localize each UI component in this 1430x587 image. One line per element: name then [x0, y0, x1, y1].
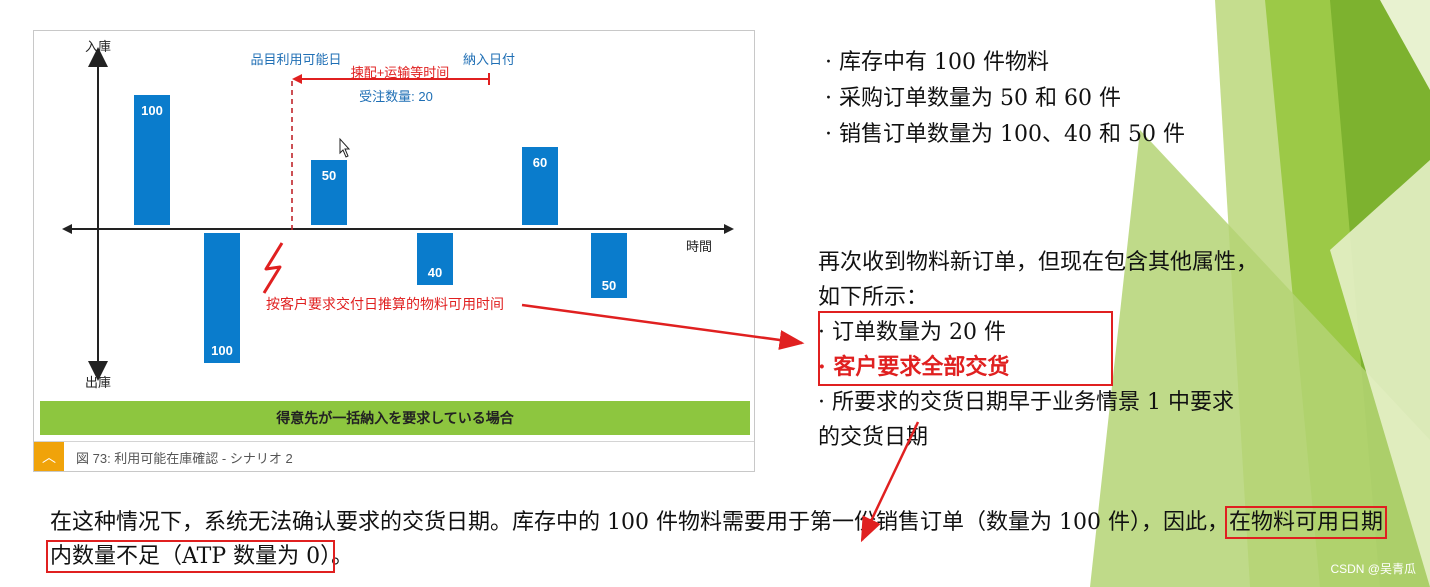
bar-label-5: 60	[533, 155, 547, 170]
new-order-intro-1: 再次收到物料新订单，但现在包含其他属性，	[818, 250, 1259, 275]
figure-panel: 入庫出庫 時間 100 100 50 40 60 50 品目利用可能日 納入日付 揀配+运输等时间受…	[33, 30, 755, 472]
delivery-date-item-1: · 所要求的交货日期早于业务情景 1 中要求	[818, 390, 1234, 415]
bar-1	[134, 95, 170, 225]
lightning-icon	[262, 242, 284, 294]
scenario-banner-text: 得意先が一括納入を要求している場合	[275, 410, 515, 426]
new-order-intro-2: 如下所示：	[818, 285, 929, 310]
figure-caption: 図 73: 利用可能在庫確認 - シナリオ 2	[76, 451, 293, 466]
bullet-purchase: · 采购订单数量为 50 和 60 件	[825, 86, 1121, 111]
order-qty-item: · 订单数量为 20 件	[818, 320, 1006, 345]
bar-6	[591, 233, 627, 298]
scenario-banner	[40, 401, 750, 435]
label-available-date: 品目利用可能日	[250, 52, 341, 67]
new-order-text: 再次收到物料新订单，但现在包含其他属性， 如下所示： · 订单数量为 20 件 …	[818, 245, 1398, 455]
bar-label-2: 100	[211, 343, 233, 358]
bar-label-1: 100	[141, 103, 163, 118]
watermark: CSDN @吴青瓜	[1330, 562, 1416, 576]
inventory-bullets: · 库存中有 100 件物料 · 采购订单数量为 50 和 60 件 · 销售订…	[825, 45, 1185, 153]
y-axis-label-bottom: 出庫	[85, 375, 111, 390]
label-delivery-date: 納入日付	[463, 52, 515, 67]
bar-label-3: 50	[322, 168, 336, 183]
x-axis-arrow-left	[62, 224, 72, 234]
conclusion-part-1: 在这种情况下，系统无法确认要求的交货日期。库存中的 100 件物料需要用于第一份…	[50, 510, 1229, 535]
bullet-sales: · 销售订单数量为 100、40 和 50 件	[825, 122, 1185, 147]
collapse-button[interactable]: ︿	[34, 442, 64, 471]
label-transit-time: 揀配+运输等时间	[351, 65, 450, 80]
y-axis-label-top: 入庫	[85, 39, 111, 54]
conclusion-text: 在这种情况下，系统无法确认要求的交货日期。库存中的 100 件物料需要用于第一份…	[46, 506, 1390, 574]
bar-5	[522, 147, 558, 225]
chevron-up-icon: ︿	[42, 449, 56, 466]
conclusion-highlight: 在物料可用日期内数量不足（ATP 数量为 0）	[46, 506, 1387, 573]
bar-4	[417, 233, 453, 285]
highlight-box-order	[818, 311, 1113, 386]
bullet-stock: · 库存中有 100 件物料	[825, 50, 1049, 75]
bar-label-6: 50	[602, 278, 616, 293]
transit-arrow-left-head	[292, 74, 302, 84]
x-axis-label: 時間	[686, 239, 712, 254]
bar-3	[311, 160, 347, 225]
bar-label-4: 40	[428, 265, 442, 280]
delivery-date-item-2: 的交货日期	[818, 425, 929, 450]
label-calc-available: 按客户要求交付日推算的物料可用时间	[266, 296, 504, 312]
bar-2	[204, 233, 240, 363]
x-axis-arrow-right	[724, 224, 734, 234]
label-order-qty: 受注数量: 20	[359, 89, 433, 104]
full-delivery-item: · 客户要求全部交货	[818, 354, 1010, 380]
caption-bar: ︿ 図 73: 利用可能在庫確認 - シナリオ 2	[34, 441, 754, 471]
conclusion-part-3: 。	[331, 544, 354, 569]
cursor-icon	[339, 137, 351, 158]
